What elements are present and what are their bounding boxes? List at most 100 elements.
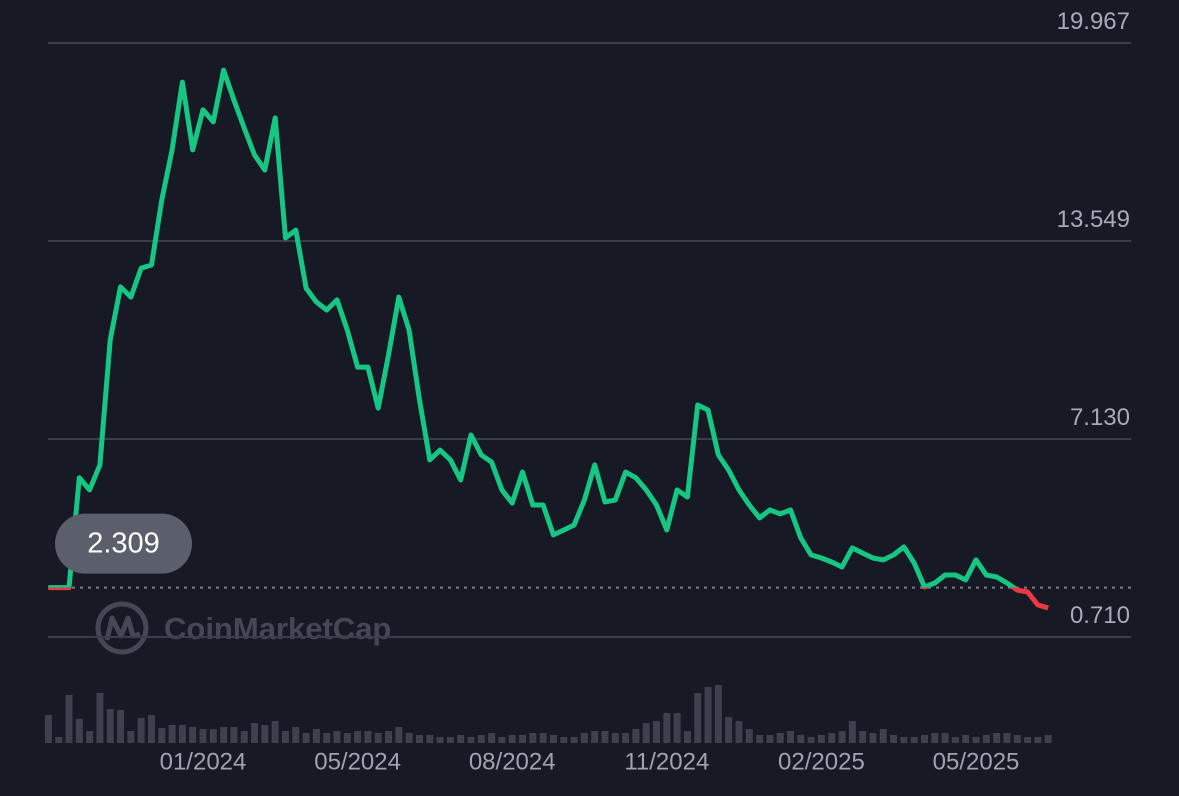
- y-tick-label: 7.130: [1070, 404, 1130, 431]
- volume-bar: [86, 731, 94, 743]
- volume-bar: [735, 721, 743, 743]
- volume-bar: [189, 727, 197, 743]
- volume-bar: [828, 733, 836, 743]
- volume-bar: [147, 715, 155, 743]
- volume-bar: [240, 731, 248, 743]
- volume-bar: [766, 735, 774, 743]
- volume-bar: [951, 737, 959, 743]
- volume-bar: [931, 733, 939, 743]
- y-tick-label: 0.710: [1070, 602, 1130, 629]
- volume-bar: [158, 728, 166, 743]
- x-tick-label: 02/2025: [778, 748, 865, 775]
- volume-bar: [333, 731, 341, 743]
- volume-bar: [374, 733, 382, 743]
- volume-bar: [694, 693, 702, 743]
- volume-bar: [117, 710, 125, 743]
- volume-bar: [714, 685, 722, 743]
- volume-bar: [797, 735, 805, 743]
- volume-bar: [302, 733, 310, 743]
- volume-bar: [178, 725, 186, 743]
- volume-bar: [364, 731, 372, 743]
- volume-bar: [498, 737, 506, 743]
- volume-bar: [560, 737, 568, 743]
- volume-bar: [890, 735, 898, 743]
- volume-bar: [704, 687, 712, 743]
- volume-bar: [457, 735, 465, 743]
- y-tick-label: 13.549: [1057, 206, 1130, 233]
- volume-bar: [395, 727, 403, 743]
- volume-bar: [776, 733, 784, 743]
- watermark-text: CoinMarketCap: [164, 611, 391, 646]
- volume-bar: [848, 721, 856, 743]
- volume-bar: [601, 731, 609, 743]
- volume-bar: [549, 735, 557, 743]
- volume-bar: [725, 717, 733, 743]
- volume-bar: [106, 709, 114, 743]
- volume-bar: [1034, 737, 1042, 743]
- volume-bar: [972, 737, 980, 743]
- volume-bar: [519, 735, 527, 743]
- volume-bar: [642, 723, 650, 743]
- x-tick-label: 05/2024: [314, 748, 401, 775]
- volume-bar: [44, 715, 52, 743]
- volume-bar: [127, 731, 135, 743]
- volume-bar: [292, 727, 300, 743]
- volume-bar: [385, 731, 393, 743]
- volume-bar: [1024, 737, 1032, 743]
- x-tick-label: 11/2024: [624, 748, 709, 775]
- volume-bar: [869, 733, 877, 743]
- volume-bar: [591, 731, 599, 743]
- volume-bar: [529, 733, 537, 743]
- volume-bar: [756, 735, 764, 743]
- volume-bar: [168, 725, 176, 743]
- watermark-logo-mark: [104, 615, 141, 641]
- volume-bar: [817, 735, 825, 743]
- volume-bar: [900, 737, 908, 743]
- volume-bar: [415, 735, 423, 743]
- volume-bar: [879, 729, 887, 743]
- volume-bar: [220, 727, 228, 743]
- volume-bar: [199, 729, 207, 743]
- volume-bar: [1044, 735, 1052, 743]
- volume-bar: [993, 733, 1001, 743]
- volume-bar: [405, 733, 413, 743]
- volume-bar: [436, 737, 444, 743]
- volume-bar: [920, 735, 928, 743]
- current-value-pill: [55, 513, 192, 574]
- volume-bar: [96, 693, 104, 743]
- volume-bar: [580, 733, 588, 743]
- volume-bar: [477, 735, 485, 743]
- volume-bar: [343, 733, 351, 743]
- volume-bar: [55, 737, 63, 743]
- volume-bar: [653, 721, 661, 743]
- volume-bar: [622, 733, 630, 743]
- volume-bar: [261, 725, 269, 743]
- volume-bar: [787, 731, 795, 743]
- volume-bar: [570, 737, 578, 743]
- volume-bar: [910, 737, 918, 743]
- volume-bar: [673, 713, 681, 743]
- volume-bar: [281, 731, 289, 743]
- volume-bar: [488, 733, 496, 743]
- x-tick-label: 01/2024: [160, 748, 247, 775]
- volume-bar: [745, 729, 753, 743]
- volume-bar: [230, 727, 238, 743]
- volume-bar: [354, 731, 362, 743]
- volume-bar: [1003, 733, 1011, 743]
- x-tick-label: 08/2024: [469, 748, 556, 775]
- volume-bar: [962, 735, 970, 743]
- volume-bar: [632, 729, 640, 743]
- volume-bar: [1013, 735, 1021, 743]
- volume-bar: [539, 733, 547, 743]
- x-tick-label: 05/2025: [933, 748, 1020, 775]
- volume-bar: [683, 731, 691, 743]
- volume-bar: [467, 737, 475, 743]
- volume-bar: [807, 737, 815, 743]
- volume-bar: [859, 731, 867, 743]
- volume-bar: [271, 721, 279, 743]
- volume-bar: [611, 733, 619, 743]
- volume-bar: [446, 737, 454, 743]
- volume-bar: [312, 729, 320, 743]
- volume-bar: [323, 733, 331, 743]
- watermark: CoinMarketCap: [95, 601, 391, 655]
